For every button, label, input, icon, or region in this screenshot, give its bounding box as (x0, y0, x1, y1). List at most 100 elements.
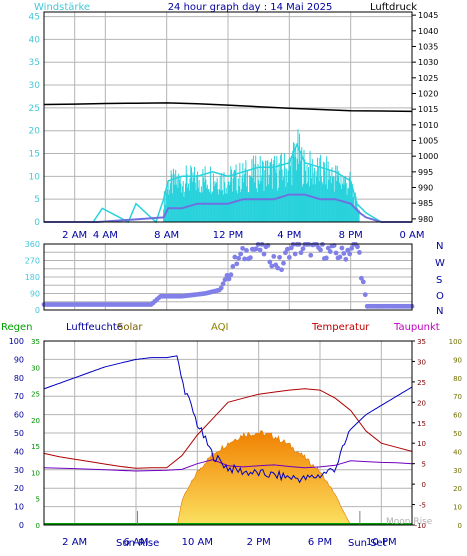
tick-label-time: 10 PM (366, 537, 397, 548)
tick-label-pressure: 1015 (418, 105, 438, 114)
compass-label-n-bottom: N (436, 306, 443, 317)
tick-label-temperature: 5 (422, 461, 426, 469)
tick-label-time: 2 AM (62, 230, 87, 241)
tick-label-aqi: 10 (453, 504, 462, 512)
tick-label-time: 8 PM (339, 230, 363, 241)
tick-label-temperature: 20 (417, 399, 426, 407)
tick-label-rain: 5 (36, 496, 40, 504)
tick-label-wind: 45 (29, 13, 40, 23)
tick-label-temperature: 10 (417, 440, 426, 448)
direction-point (341, 250, 347, 256)
tick-label-temperature: 30 (417, 358, 426, 366)
direction-point (277, 254, 282, 260)
tick-label-time: 4 PM (277, 230, 301, 241)
tick-label-wind: 15 (29, 150, 40, 160)
legend-aqi: AQI (211, 322, 229, 333)
tick-label-pressure: 1025 (418, 74, 438, 83)
tick-label-temperature: -5 (419, 502, 426, 510)
direction-point (253, 246, 259, 252)
panel-wind-pressure: 0510152025303540459809859909951000100510… (29, 11, 439, 241)
tick-label-rain: 25 (31, 391, 40, 399)
panel-humidity-frame (43, 340, 413, 526)
tick-label-rain: 20 (31, 417, 40, 425)
tick-label-wind: 25 (29, 104, 40, 114)
tick-label-temperature: 15 (417, 420, 426, 428)
tick-label-pressure: 980 (418, 215, 433, 224)
direction-point (236, 255, 242, 261)
direction-point (337, 254, 343, 260)
series-humidity (43, 355, 413, 484)
tick-label-aqi: 50 (453, 430, 462, 438)
panel-wind-pressure-ticks: 0510152025303540459809859909951000100510… (29, 11, 439, 241)
tick-label-wind: 0 (34, 218, 40, 228)
tick-label-humidity: 10 (14, 503, 24, 512)
header-title: 24 hour graph day : 14 Mai 2025 (168, 2, 333, 13)
header-pressure-label: Luftdruck (370, 2, 417, 13)
legend-regen: Regen (1, 322, 33, 333)
panel-humidity-series (43, 355, 413, 526)
direction-point (300, 246, 306, 252)
direction-point (275, 265, 281, 271)
tick-label-time: 6 PM (308, 537, 332, 548)
direction-point (244, 248, 249, 253)
panel-humidity-ticks: 010203040506070809010005101520253035-10-… (9, 337, 462, 548)
panel-wind-pressure-frame (43, 11, 413, 223)
tick-label-pressure: 995 (418, 168, 433, 177)
tick-label-temperature: 25 (417, 379, 426, 387)
direction-point (232, 254, 238, 260)
tick-label-direction: 0 (35, 306, 40, 315)
direction-point (343, 256, 349, 262)
tick-label-pressure: 1030 (418, 58, 438, 67)
tick-label-pressure: 1045 (418, 11, 438, 20)
direction-point (257, 247, 263, 253)
sun-rise-label: Sun Rise (116, 538, 159, 549)
panel-wind-pressure-series (43, 102, 413, 224)
tick-label-time: 6 AM (123, 537, 148, 548)
direction-point (292, 251, 298, 257)
tick-label-aqi: 20 (453, 485, 462, 493)
tick-label-humidity: 30 (14, 466, 24, 475)
direction-point (327, 249, 333, 254)
direction-point (226, 276, 232, 282)
direction-point (323, 255, 329, 261)
direction-point (218, 285, 224, 291)
legend-temperatur: Temperatur (311, 322, 370, 333)
tick-label-rain: 35 (31, 338, 40, 346)
tick-label-humidity: 20 (14, 484, 24, 493)
direction-point (283, 250, 288, 256)
tick-label-wind: 5 (34, 195, 40, 205)
direction-point (355, 244, 360, 250)
series-wind-average (44, 193, 412, 223)
tick-label-temperature: -10 (415, 522, 426, 530)
tick-label-aqi: 70 (453, 393, 462, 401)
direction-point (286, 255, 292, 260)
series-dewpoint (43, 459, 413, 472)
legend-luftfeuchte: Luftfeuchte (66, 322, 123, 333)
compass-label-o: O (436, 291, 444, 302)
tick-label-aqi: 0 (458, 522, 462, 530)
tick-label-pressure: 1040 (418, 27, 438, 36)
tick-label-pressure: 1010 (418, 121, 438, 130)
tick-label-direction: 180 (25, 273, 40, 282)
compass-label-n-top: N (436, 241, 443, 252)
tick-label-direction: 270 (25, 257, 40, 266)
tick-label-humidity: 50 (14, 429, 24, 438)
direction-point (360, 279, 366, 285)
direction-point (238, 251, 244, 257)
tick-label-humidity: 80 (14, 374, 24, 383)
tick-label-pressure: 1000 (418, 152, 438, 161)
panel-wind-direction-frame (43, 243, 413, 311)
direction-point (345, 247, 351, 253)
tick-label-rain: 15 (31, 443, 40, 451)
tick-label-humidity: 90 (14, 355, 24, 364)
tick-label-humidity: 100 (9, 337, 24, 346)
direction-point (318, 247, 323, 253)
direction-point (284, 246, 290, 252)
direction-point (325, 245, 331, 251)
series-pressure (43, 102, 413, 113)
direction-point (308, 252, 314, 258)
tick-label-pressure: 1005 (418, 137, 438, 146)
tick-label-humidity: 40 (14, 447, 24, 456)
tick-label-direction: 360 (25, 240, 40, 249)
